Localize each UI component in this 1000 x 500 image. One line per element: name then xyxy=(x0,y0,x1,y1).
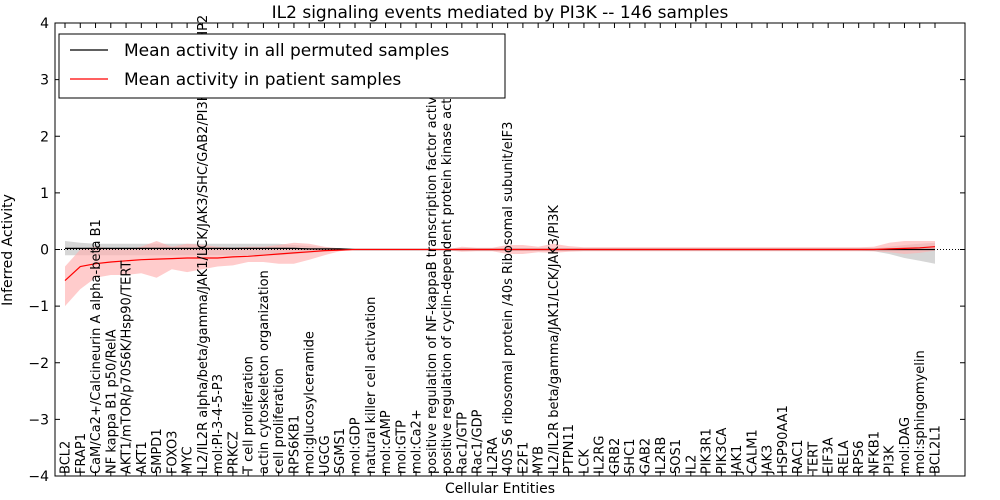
y-tick-label: 2 xyxy=(40,129,49,145)
x-tick-label: IL2RA xyxy=(486,437,501,474)
x-tick-label: Rac1/GDP xyxy=(471,409,486,474)
x-tick-label: RPS6KB1 xyxy=(287,415,302,474)
x-tick-label: positive regulation of NF-kappaB transcr… xyxy=(425,80,440,474)
x-tick-label: UGCG xyxy=(318,435,333,474)
x-tick-label: E2F1 xyxy=(516,442,531,474)
x-tick-label: JAK3 xyxy=(761,445,776,475)
x-tick-label: mol:cAMP xyxy=(379,410,394,474)
x-tick-label: PI3K xyxy=(883,445,898,474)
x-tick-label: RAC1 xyxy=(791,439,806,474)
x-tick-label: NF kappa B1 p50/RelA xyxy=(104,329,119,474)
chart-title: IL2 signaling events mediated by PI3K --… xyxy=(272,3,729,23)
x-tick-label: 40S S6 ribosomal protein /40s Ribosomal … xyxy=(501,122,516,474)
x-tick-label: SGMS1 xyxy=(333,428,348,474)
y-tick-label: −4 xyxy=(28,469,49,485)
x-tick-label: PIK3R1 xyxy=(700,428,715,474)
legend: Mean activity in all permuted samples Me… xyxy=(58,33,506,99)
x-tick-label: NFKB1 xyxy=(867,431,882,474)
y-tick-label: 3 xyxy=(40,73,49,89)
x-tick-label: positive regulation of cyclin-dependent … xyxy=(440,71,455,474)
x-tick-label: natural killer cell activation xyxy=(364,297,379,474)
x-tick-label: AKT1 xyxy=(135,441,150,474)
x-tick-label: MYC xyxy=(181,446,196,474)
x-tick-label: HSP90AA1 xyxy=(776,405,791,474)
x-tick-label: IL2RG xyxy=(593,436,608,474)
x-tick-label: LCK xyxy=(577,449,592,474)
x-tick-label: GAB2 xyxy=(639,438,654,474)
x-tick-label: cell proliferation xyxy=(272,368,287,474)
x-tick-label: IL2/IL2R alpha/beta/gamma/JAK1/LCK/JAK3/… xyxy=(196,15,211,474)
x-tick-label: TERT xyxy=(806,442,821,475)
x-tick-label: mol:PI-3-4-5-P3 xyxy=(211,374,226,474)
x-tick-label: RELA xyxy=(837,440,852,474)
x-tick-label: IL2RB xyxy=(654,437,669,474)
band-patient xyxy=(65,241,935,307)
x-tick-label: IL2/IL2R beta/gamma/JAK1/LCK/JAK3/PI3K xyxy=(547,205,562,474)
x-tick-label: RPS6 xyxy=(852,441,867,474)
x-tick-label: mol:glucosylceramide xyxy=(303,331,318,474)
x-tick-label: SOS1 xyxy=(669,439,684,474)
y-tick-label: −2 xyxy=(28,356,49,372)
y-axis: −4 −3 −2 −1 0 1 2 3 4 xyxy=(28,16,965,485)
legend-box xyxy=(58,33,506,99)
x-tick-label: T cell proliferation xyxy=(242,356,257,475)
y-tick-label: −3 xyxy=(28,412,49,428)
x-tick-label: SMPD1 xyxy=(150,428,165,474)
legend-label-patient: Mean activity in patient samples xyxy=(124,70,401,90)
x-tick-label: actin cytoskeleton organization xyxy=(257,270,272,474)
y-tick-label: 4 xyxy=(40,16,49,32)
x-tick-label: BCL2 xyxy=(59,441,74,474)
x-tick-label: AKT1/mTOR/p70S6K/Hsp90/TERT xyxy=(120,261,135,474)
x-tick-label: mol:GDP xyxy=(349,417,364,474)
x-tick-label: mol:Ca2+ xyxy=(410,409,425,474)
y-axis-label: Inferred Activity xyxy=(0,194,16,306)
x-tick-label: MYB xyxy=(532,446,547,474)
plot-area xyxy=(55,241,965,307)
y-tick-label: −1 xyxy=(28,299,49,315)
plot-frame xyxy=(54,22,966,477)
x-tick-label: FOXO3 xyxy=(165,431,180,474)
legend-label-permuted: Mean activity in all permuted samples xyxy=(124,41,449,61)
x-tick-label: FRAP1 xyxy=(74,433,89,474)
x-tick-label: SHC1 xyxy=(623,439,638,474)
x-tick-label: PTPN11 xyxy=(562,424,577,474)
x-tick-label: GRB2 xyxy=(608,438,623,474)
y-tick-label: 1 xyxy=(40,186,49,202)
x-axis-label: Cellular Entities xyxy=(445,481,555,497)
y-tick-label: 0 xyxy=(40,243,49,259)
x-tick-label: Rac1/GTP xyxy=(455,412,470,474)
line-patient xyxy=(64,246,936,282)
x-tick-label: PRKCZ xyxy=(226,431,241,474)
x-tick-label: PIK3CA xyxy=(715,427,730,474)
x-tick-label: BCL2L1 xyxy=(929,425,944,474)
x-tick-label: IL2 xyxy=(684,455,699,474)
x-tick-label: CaM/Ca2+/Calcineurin A alpha-beta B1 xyxy=(89,219,104,474)
x-tick-label: mol:DAG xyxy=(898,417,913,474)
x-tick-label: EIF3A xyxy=(822,437,837,474)
x-tick-label: JAK1 xyxy=(730,445,745,475)
x-tick-label: CALM1 xyxy=(745,429,760,474)
x-tick-label: mol:GTP xyxy=(394,420,409,474)
x-tick-labels: BCL2 FRAP1 CaM/Ca2+/Calcineurin A alpha-be… xyxy=(59,15,944,476)
x-tick-label: mol:sphingomyelin xyxy=(913,350,928,474)
